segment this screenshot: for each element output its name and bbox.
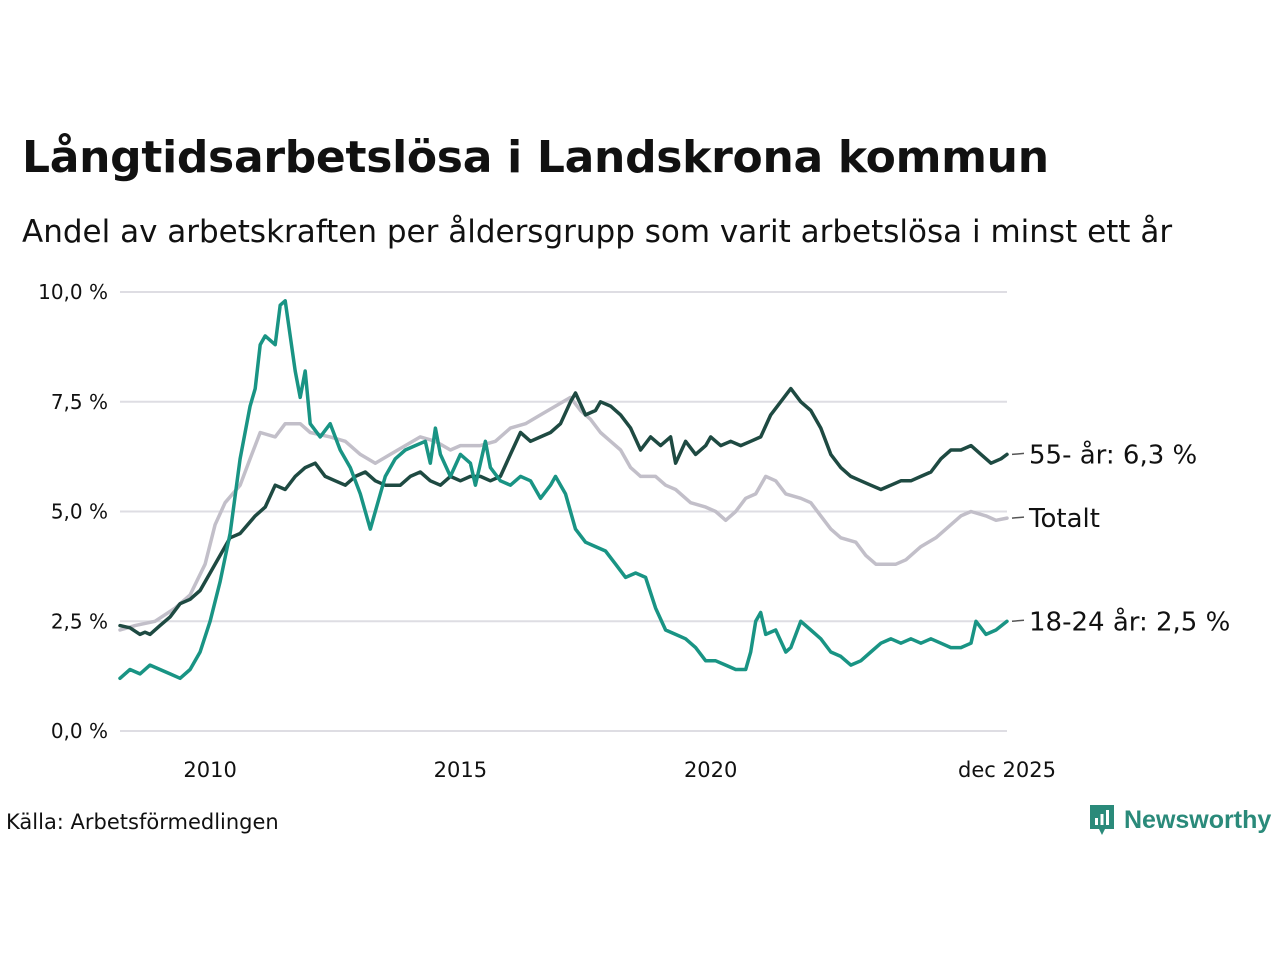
label-connector [1011,619,1025,622]
series-label: 55- år: 6,3 % [1029,439,1197,470]
series-line-age55 [118,386,1009,637]
y-axis: 0,0 % 2,5 % 5,0 % 7,5 % 10,0 % [38,280,108,743]
label-connector [1011,516,1025,519]
x-tick-label: 2010 [183,758,236,782]
x-tick-label: 2015 [434,758,487,782]
newsworthy-logo-icon [1090,805,1114,835]
series-line-total [118,395,1009,632]
x-tick-label: 2020 [684,758,737,782]
y-tick-label: 0,0 % [51,719,108,743]
brand-name: Newsworthy [1124,805,1272,834]
series-lines [118,299,1009,681]
y-tick-label: 2,5 % [51,609,108,633]
y-tick-label: 7,5 % [51,390,108,414]
x-tick-label: dec 2025 [958,758,1056,782]
label-connector [1011,452,1025,456]
line-chart: 0,0 % 2,5 % 5,0 % 7,5 % 10,0 % 2010 2015 2020 d… [38,280,1230,782]
chart-title: Långtidsarbetslösa i Landskrona kommun [22,132,1049,183]
y-tick-label: 10,0 % [38,280,108,304]
y-tick-label: 5,0 % [51,500,108,524]
series-line-age18 [118,299,1009,681]
series-labels: Totalt 55- år: 6,3 % 18-24 år: 2,5 % [1011,439,1230,637]
series-label: 18-24 år: 2,5 % [1029,606,1230,637]
gridlines [120,291,1007,732]
series-label: Totalt [1028,504,1100,534]
source-note: Källa: Arbetsförmedlingen [6,810,279,834]
x-axis: 2010 2015 2020 dec 2025 [183,758,1056,782]
brand-logo[interactable]: Newsworthy [1088,803,1271,837]
chart-subtitle: Andel av arbetskraften per åldersgrupp s… [22,214,1173,250]
